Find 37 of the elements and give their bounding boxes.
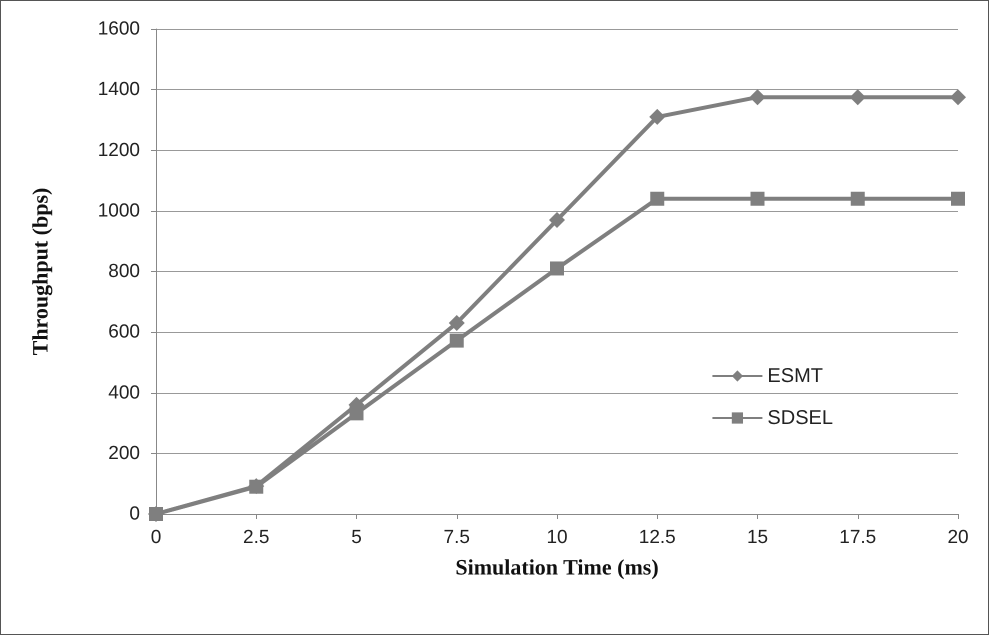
y-tick-label: 1000 — [98, 200, 140, 222]
x-tick-label: 2.5 — [243, 527, 270, 548]
legend-label: SDSEL — [767, 407, 834, 429]
y-tick-label: 200 — [108, 442, 140, 464]
x-tick-label: 7.5 — [444, 527, 470, 548]
x-tick-label: 17.5 — [839, 527, 876, 548]
point — [850, 192, 865, 206]
point — [550, 261, 564, 276]
x-tick-label: 20 — [947, 527, 969, 548]
x-tick-label: 10 — [546, 527, 568, 548]
point — [750, 89, 766, 106]
x-tick-label: 5 — [351, 527, 362, 548]
y-tick-label: 400 — [108, 382, 140, 404]
x-axis-title: Simulation Time (ms) — [455, 554, 659, 580]
y-tick-label: 1200 — [98, 140, 140, 161]
point — [649, 108, 666, 125]
point — [249, 480, 264, 494]
point — [448, 315, 465, 332]
y-axis-title: Throughput (bps) — [28, 188, 52, 356]
point — [750, 192, 764, 206]
point — [549, 212, 565, 228]
y-tick-label: 0 — [129, 504, 140, 524]
point — [450, 334, 464, 348]
point — [951, 192, 965, 206]
legend-label: ESMT — [767, 365, 823, 387]
y-tick-label: 800 — [108, 261, 140, 282]
x-tick-label: 15 — [746, 527, 768, 548]
point — [350, 406, 364, 420]
point — [850, 89, 866, 106]
x-tick-label: 0 — [150, 527, 162, 548]
y-tick-label: 600 — [108, 322, 140, 343]
point — [650, 192, 664, 206]
point — [950, 89, 966, 106]
y-tick-label: 1600 — [98, 18, 140, 40]
point — [149, 507, 163, 521]
y-tick-label: 1400 — [98, 79, 140, 100]
x-tick-label: 12.5 — [638, 527, 676, 548]
